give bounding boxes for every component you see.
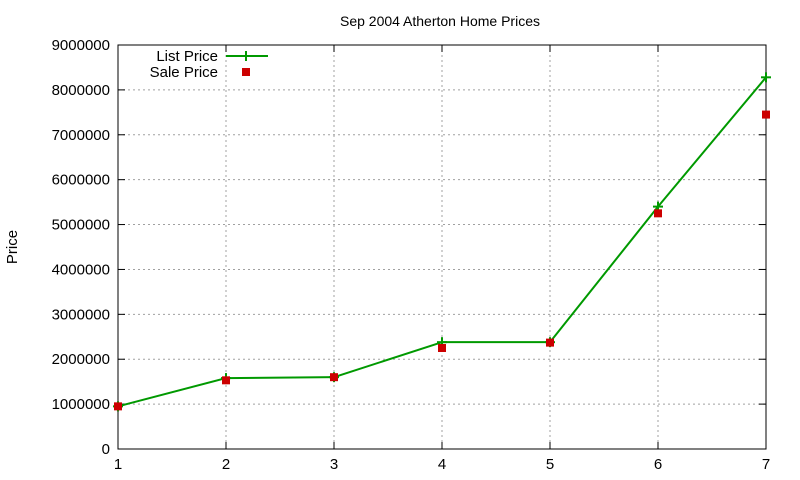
data-point-sale-price [114,402,122,411]
data-point-sale-price [330,373,338,382]
data-point-list-price [761,72,771,83]
grid [118,45,766,449]
y-tick-label: 5000000 [52,217,110,234]
legend-swatch-marker [241,51,251,61]
y-tick-label: 6000000 [52,172,110,189]
y-tick-label: 9000000 [52,37,110,54]
y-axis-label: Price [4,230,21,264]
x-tick-label: 3 [330,456,338,473]
y-tick-label: 7000000 [52,127,110,144]
x-tick-label: 5 [546,456,554,473]
series-sale-price [114,110,770,411]
legend-entry-sale-price: Sale Price [150,64,250,81]
legend-label: List Price [156,48,218,65]
legend-entry-list-price: List Price [156,48,268,65]
legend-swatch-marker [242,68,250,76]
x-tick-label: 6 [654,456,662,473]
legend-label: Sale Price [150,64,218,81]
x-tick-label: 2 [222,456,230,473]
x-tick-label: 1 [114,456,122,473]
data-point-sale-price [222,376,230,385]
x-tick-label: 7 [762,456,770,473]
data-point-sale-price [654,209,662,218]
y-tick-label: 1000000 [52,396,110,413]
y-tick-label: 4000000 [52,261,110,278]
chart-title: Sep 2004 Atherton Home Prices [340,13,540,29]
y-tick-label: 2000000 [52,351,110,368]
series [113,72,771,412]
data-point-sale-price [762,110,770,119]
data-point-sale-price [438,344,446,352]
y-tick-label: 8000000 [52,82,110,99]
data-point-sale-price [546,338,554,347]
x-tick-label: 4 [438,456,446,473]
y-tick-label: 0 [102,441,110,458]
axis-ticks: 0 1000000 2000000 3000000 4000000 5000000 6000… [52,37,771,473]
y-tick-label: 3000000 [52,306,110,323]
